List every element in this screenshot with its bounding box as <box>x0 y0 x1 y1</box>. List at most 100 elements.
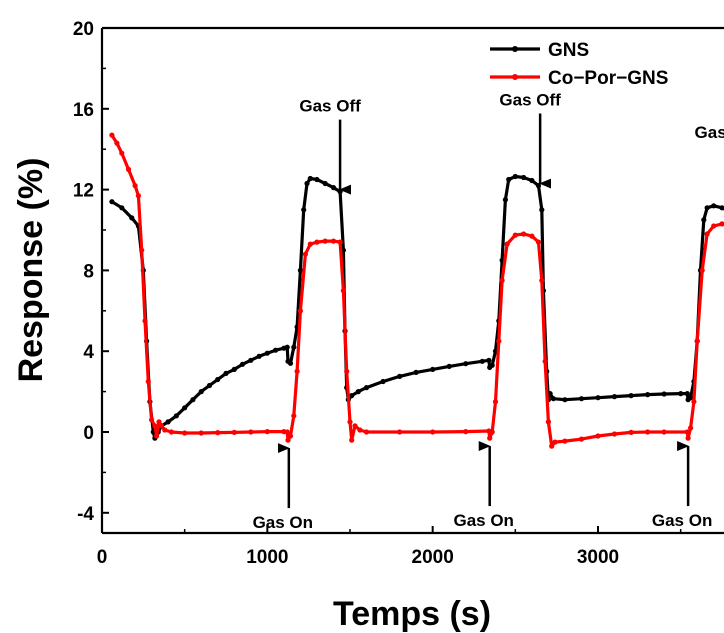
data-point <box>135 193 141 199</box>
data-point <box>322 238 328 244</box>
data-point <box>119 205 125 211</box>
data-point <box>512 232 518 238</box>
data-point <box>132 183 138 189</box>
gas-on-label: Gas On <box>652 511 712 530</box>
data-point <box>145 378 151 385</box>
data-point <box>711 223 717 229</box>
data-point <box>550 396 557 402</box>
data-point <box>139 247 145 253</box>
data-point <box>302 251 308 257</box>
data-point <box>661 429 667 435</box>
data-point <box>479 358 485 364</box>
data-point <box>562 397 568 403</box>
data-point <box>711 203 717 209</box>
data-point <box>349 437 355 443</box>
data-point <box>223 370 229 376</box>
data-point <box>486 357 492 363</box>
data-point <box>694 338 700 344</box>
data-point <box>545 419 552 425</box>
data-point <box>562 438 568 444</box>
data-point <box>701 217 707 223</box>
data-point <box>264 350 270 356</box>
data-point <box>284 344 290 350</box>
x-tick-label: 1000 <box>246 547 288 568</box>
legend-label: Co−Por−GNS <box>548 68 668 89</box>
gas-off-label: Gas Off <box>695 123 724 142</box>
gas-on-label: Gas On <box>253 513 313 532</box>
series-line-gns <box>111 174 724 440</box>
data-point <box>489 429 495 435</box>
x-tick-label: 0 <box>97 547 108 568</box>
data-point <box>521 231 527 237</box>
data-point <box>684 391 690 397</box>
data-point <box>190 397 196 403</box>
data-point <box>349 393 355 399</box>
data-point <box>307 175 313 182</box>
gas-off-label: Gas Off <box>299 97 361 116</box>
data-point <box>119 150 125 156</box>
data-point <box>499 277 505 284</box>
y-tick-label: 16 <box>73 100 94 121</box>
legend-label: GNS <box>548 40 589 61</box>
data-point <box>314 176 320 183</box>
data-point <box>142 318 148 324</box>
data-point <box>294 368 300 374</box>
data-point <box>704 231 710 237</box>
data-point <box>578 396 585 402</box>
data-point <box>446 363 452 369</box>
data-point <box>156 419 162 425</box>
gas-off-label: Gas Off <box>499 91 561 110</box>
data-point <box>165 419 171 425</box>
data-point <box>645 429 651 435</box>
data-point <box>595 433 601 439</box>
data-point <box>357 427 363 433</box>
data-point <box>231 429 237 435</box>
data-point <box>645 392 651 398</box>
data-point <box>688 395 694 401</box>
data-point <box>129 215 135 221</box>
data-point <box>291 413 297 419</box>
data-point <box>547 391 553 397</box>
data-point <box>397 373 403 379</box>
data-point <box>273 347 279 353</box>
data-point <box>578 436 585 442</box>
data-point <box>595 395 601 401</box>
data-point <box>149 417 155 423</box>
data-point <box>285 437 291 443</box>
data-point <box>363 385 370 391</box>
data-point <box>539 277 545 284</box>
data-point <box>248 357 254 363</box>
data-point <box>691 399 697 405</box>
data-point <box>337 189 343 195</box>
y-tick-label: 20 <box>73 19 94 40</box>
data-point <box>487 435 493 441</box>
y-tick-label: -4 <box>77 504 94 525</box>
data-point <box>215 376 221 383</box>
data-point <box>198 430 204 436</box>
data-point <box>330 185 337 191</box>
y-tick-label: 4 <box>83 342 94 363</box>
x-tick-label: 2000 <box>412 547 454 568</box>
data-point <box>109 132 115 138</box>
data-point <box>297 267 303 273</box>
data-point <box>304 180 310 187</box>
data-point <box>628 429 634 435</box>
data-point <box>363 429 370 435</box>
data-point <box>109 199 115 205</box>
data-point <box>287 360 294 366</box>
data-point <box>397 429 403 435</box>
data-point <box>287 433 294 439</box>
data-point <box>173 413 179 419</box>
data-point <box>463 361 469 367</box>
data-point <box>337 239 343 245</box>
data-point <box>611 394 618 400</box>
data-point <box>430 366 436 372</box>
data-point <box>168 429 174 435</box>
data-point <box>611 431 618 437</box>
data-point <box>506 176 512 183</box>
y-tick-label: 12 <box>73 181 94 202</box>
data-point <box>206 382 213 389</box>
data-point <box>688 425 694 431</box>
x-axis-title: Temps (s) <box>333 595 491 633</box>
data-point <box>512 173 518 180</box>
